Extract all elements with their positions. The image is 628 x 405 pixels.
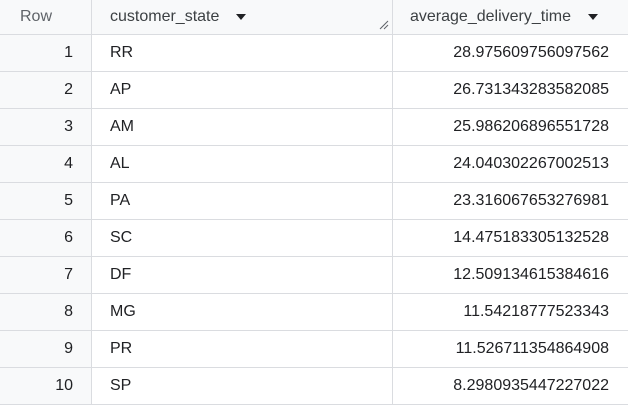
table-row: 4 AL 24.040302267002513 xyxy=(0,146,628,183)
table-row: 2 AP 26.731343283582085 xyxy=(0,72,628,109)
header-average-delivery-time[interactable]: average_delivery_time xyxy=(393,0,628,34)
customer-state-cell[interactable]: MG xyxy=(92,294,393,330)
header-average-delivery-time-label: average_delivery_time xyxy=(410,8,571,25)
header-row-number: Row xyxy=(0,0,92,34)
row-number-cell: 4 xyxy=(0,146,92,182)
average-delivery-time-cell[interactable]: 14.475183305132528 xyxy=(453,229,609,246)
row-number-cell: 2 xyxy=(0,72,92,108)
average-delivery-time-cell[interactable]: 12.509134615384616 xyxy=(453,266,609,283)
average-delivery-time-cell[interactable]: 11.54218777523343 xyxy=(463,303,609,320)
table-row: 10 SP 8.2980935447227022 xyxy=(0,368,628,405)
average-delivery-time-cell[interactable]: 11.526711354864908 xyxy=(455,340,609,357)
table-row: 8 MG 11.54218777523343 xyxy=(0,294,628,331)
chevron-down-icon[interactable] xyxy=(587,14,598,20)
header-customer-state[interactable]: customer_state xyxy=(92,0,393,34)
row-number-cell: 3 xyxy=(0,109,92,145)
table-row: 3 AM 25.986206896551728 xyxy=(0,109,628,146)
row-number-cell: 1 xyxy=(0,35,92,71)
customer-state-cell[interactable]: AM xyxy=(92,109,393,145)
average-delivery-time-cell[interactable]: 24.040302267002513 xyxy=(453,155,609,172)
table-row: 1 RR 28.975609756097562 xyxy=(0,35,628,72)
customer-state-cell[interactable]: PR xyxy=(92,331,393,367)
table-row: 7 DF 12.509134615384616 xyxy=(0,257,628,294)
customer-state-cell[interactable]: SP xyxy=(92,368,393,404)
row-number-cell: 5 xyxy=(0,183,92,219)
header-customer-state-label: customer_state xyxy=(110,8,220,25)
table-row: 5 PA 23.316067653276981 xyxy=(0,183,628,220)
average-delivery-time-cell[interactable]: 26.731343283582085 xyxy=(453,81,609,98)
column-resize-icon[interactable] xyxy=(378,19,389,30)
customer-state-cell[interactable]: AP xyxy=(92,72,393,108)
row-number-cell: 10 xyxy=(0,368,92,404)
table-body: 1 RR 28.975609756097562 2 AP 26.7313432835820… xyxy=(0,35,628,405)
average-delivery-time-cell[interactable]: 8.2980935447227022 xyxy=(453,377,609,394)
customer-state-cell[interactable]: PA xyxy=(92,183,393,219)
average-delivery-time-cell[interactable]: 25.986206896551728 xyxy=(453,118,609,135)
customer-state-cell[interactable]: DF xyxy=(92,257,393,293)
row-number-cell: 9 xyxy=(0,331,92,367)
customer-state-cell[interactable]: RR xyxy=(92,35,393,71)
row-number-cell: 7 xyxy=(0,257,92,293)
customer-state-cell[interactable]: SC xyxy=(92,220,393,256)
table-row: 6 SC 14.475183305132528 xyxy=(0,220,628,257)
header-row-label: Row xyxy=(20,8,53,25)
row-number-cell: 8 xyxy=(0,294,92,330)
average-delivery-time-cell[interactable]: 28.975609756097562 xyxy=(453,44,609,61)
table-row: 9 PR 11.526711354864908 xyxy=(0,331,628,368)
row-number-cell: 6 xyxy=(0,220,92,256)
average-delivery-time-cell[interactable]: 23.316067653276981 xyxy=(453,192,609,209)
table-header-row: Row customer_state average_delivery_time xyxy=(0,0,628,35)
customer-state-cell[interactable]: AL xyxy=(92,146,393,182)
chevron-down-icon[interactable] xyxy=(236,14,247,20)
